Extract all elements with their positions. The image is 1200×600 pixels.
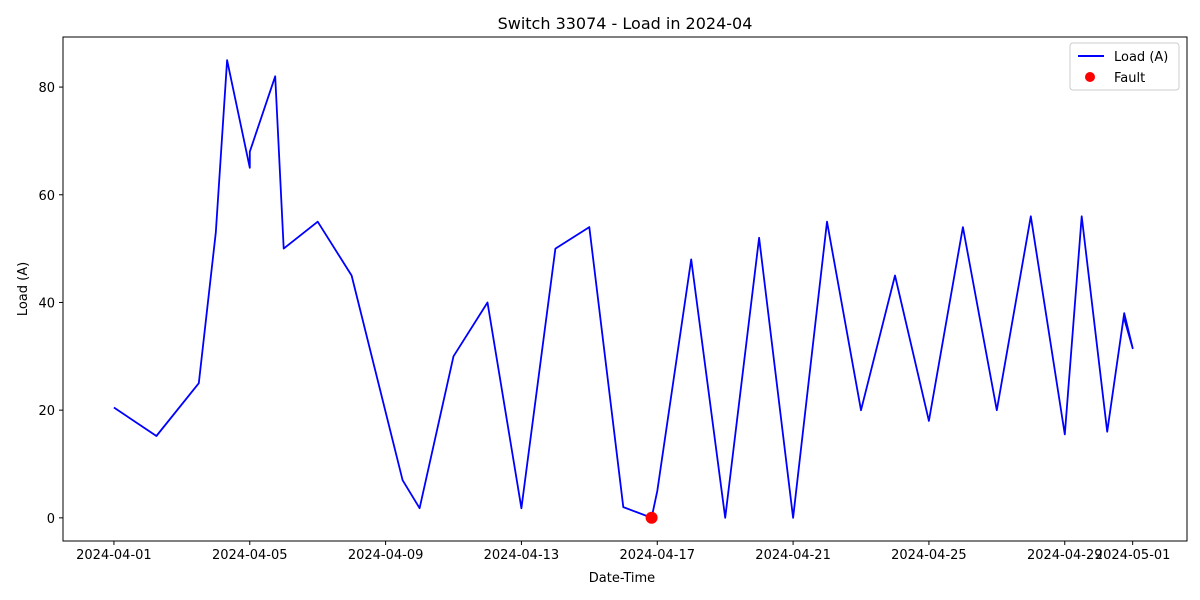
- legend-label-fault: Fault: [1114, 71, 1145, 86]
- chart-title: Switch 33074 - Load in 2024-04: [498, 14, 753, 33]
- x-axis: 2024-04-01 2024-04-05 2024-04-09 2024-04-13…: [76, 541, 1170, 563]
- x-tick-label: 2024-04-25: [891, 548, 967, 563]
- legend-label-load: Load (A): [1114, 50, 1168, 65]
- x-tick-label: 2024-05-01: [1095, 548, 1171, 563]
- x-tick-label: 2024-04-21: [755, 548, 831, 563]
- y-tick-label: 0: [47, 512, 55, 527]
- x-tick-label: 2024-04-13: [484, 548, 560, 563]
- x-tick-label: 2024-04-05: [212, 548, 288, 563]
- legend-box: [1069, 42, 1180, 91]
- y-tick-label: 20: [38, 404, 55, 419]
- y-axis-title: Load (A): [16, 262, 31, 316]
- fault-point: [645, 511, 658, 524]
- x-tick-label: 2024-04-29: [1027, 548, 1103, 563]
- y-axis: 0 20 40 60 80: [38, 81, 63, 527]
- fault-markers: [645, 511, 658, 524]
- x-tick-label: 2024-04-09: [348, 548, 424, 563]
- y-tick-label: 80: [38, 81, 55, 96]
- load-lines: [113, 59, 1134, 519]
- legend-fault-swatch: [1085, 72, 1095, 82]
- load-series-line: [113, 59, 1134, 519]
- y-tick-label: 60: [38, 189, 55, 204]
- x-axis-title: Date-Time: [589, 571, 655, 586]
- x-tick-label: 2024-04-01: [76, 548, 152, 563]
- plot-frame: [62, 36, 1188, 542]
- x-tick-label: 2024-04-17: [619, 548, 695, 563]
- y-tick-label: 40: [38, 296, 55, 311]
- legend: Load (A) Fault: [1069, 42, 1180, 91]
